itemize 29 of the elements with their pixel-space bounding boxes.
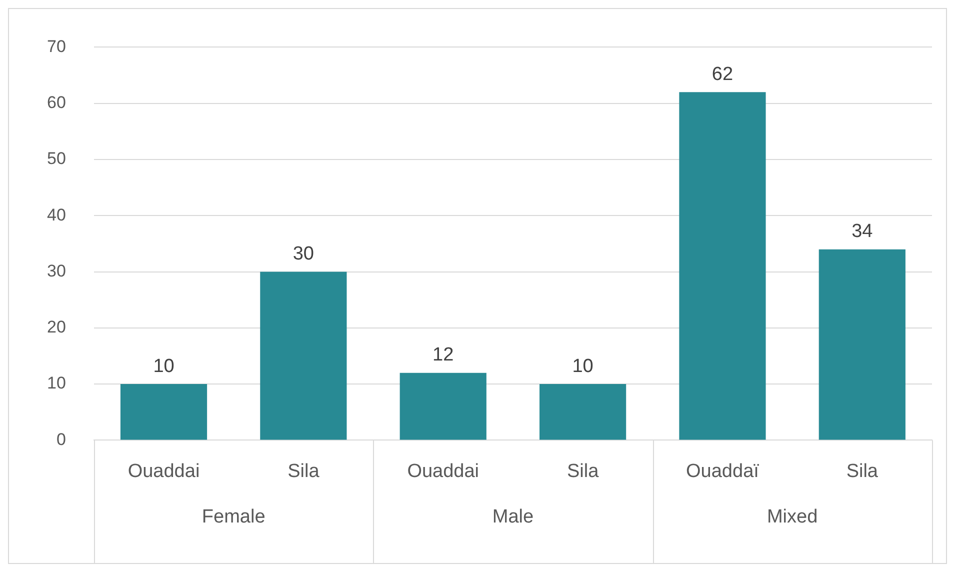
bar <box>120 384 208 440</box>
data-label: 30 <box>292 244 314 265</box>
text: Female <box>202 506 266 528</box>
data-label: 34 <box>852 221 874 242</box>
bar <box>679 92 766 440</box>
x-tick-label: Ouaddai <box>407 460 480 482</box>
y-tick-label: 10 <box>46 374 66 393</box>
y-tick-label: 60 <box>46 93 66 112</box>
y-tick-label: 0 <box>56 430 66 449</box>
y-tick-label: 40 <box>46 205 66 224</box>
bar <box>539 384 626 440</box>
data-label: 12 <box>432 344 454 366</box>
x-tick-label: Sila <box>846 460 878 482</box>
x-tick-label: Sila <box>288 460 320 482</box>
data-label: 62 <box>712 64 734 85</box>
bar <box>400 372 486 440</box>
y-tick-label: 30 <box>46 261 66 280</box>
x-tick-label: Ouaddaï <box>686 460 760 482</box>
y-tick-label: 70 <box>46 36 66 56</box>
text: Male <box>492 506 534 528</box>
y-tick-label: 50 <box>46 149 66 168</box>
x-tick-label: Ouaddai <box>128 460 200 482</box>
bar <box>260 272 347 440</box>
data-label: 10 <box>572 356 594 377</box>
y-tick-label: 20 <box>46 318 66 337</box>
x-tick-label: Sila <box>566 460 600 482</box>
bar <box>818 249 906 440</box>
data-label: 10 <box>153 356 174 377</box>
text: Mixed <box>766 506 818 528</box>
